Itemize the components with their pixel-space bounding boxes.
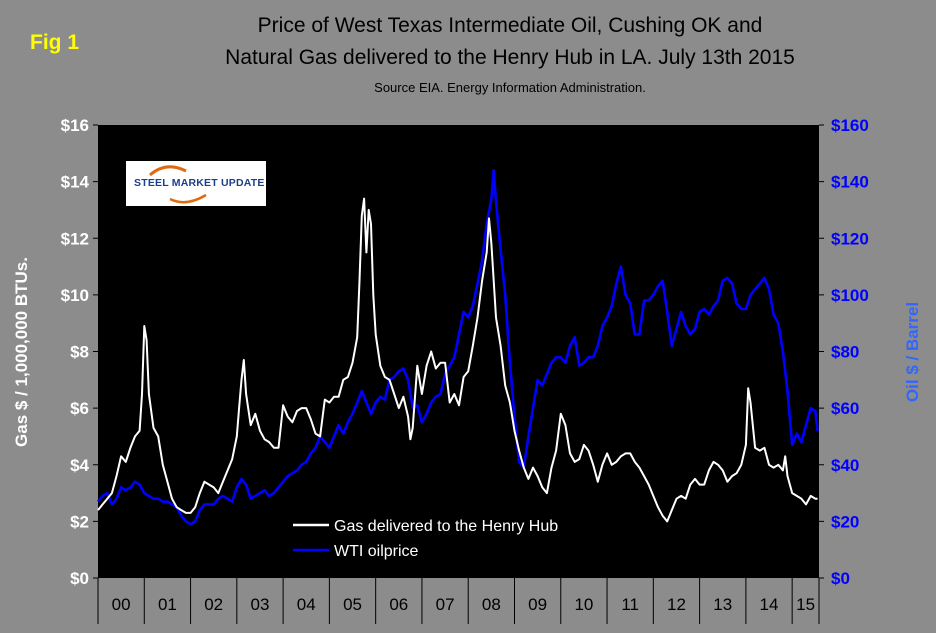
right-axis-ticks: $0 $20 $40 $60 $80 $100 $120 $140 $160 xyxy=(819,116,869,588)
right-tick-label: $0 xyxy=(831,569,850,588)
x-axis-categories: 00 01 02 03 04 05 06 07 08 09 10 11 12 13 14 15 xyxy=(97,578,820,624)
x-category-label: 05 xyxy=(343,595,362,614)
left-tick-label: $0 xyxy=(70,569,89,588)
left-tick-label: $16 xyxy=(61,116,89,135)
legend-gas-label: Gas delivered to the Henry Hub xyxy=(334,518,558,535)
left-axis-title: Gas $ / 1,000,000 BTUs. xyxy=(12,257,31,447)
left-axis-ticks: $0 $2 $4 $6 $8 $10 $12 $14 $16 xyxy=(61,116,98,588)
left-tick-label: $8 xyxy=(70,343,89,362)
x-category-label: 01 xyxy=(158,595,177,614)
x-category-label: 13 xyxy=(713,595,732,614)
x-category-label: 06 xyxy=(389,595,408,614)
x-category-label: 15 xyxy=(796,595,815,614)
figure-label: Fig 1 xyxy=(30,31,80,54)
right-tick-label: $80 xyxy=(831,343,859,362)
right-axis-title: Oil $ / Barrel xyxy=(903,302,922,402)
x-category-label: 04 xyxy=(297,595,316,614)
wti-oil-price-line xyxy=(96,169,819,526)
left-tick-label: $6 xyxy=(70,399,89,418)
legend-oil-label: WTI oilprice xyxy=(334,543,419,560)
chart-source: Source EIA. Energy Information Administr… xyxy=(374,80,646,95)
x-category-label: 03 xyxy=(251,595,270,614)
right-tick-label: $20 xyxy=(831,512,859,531)
x-category-label: 12 xyxy=(667,595,686,614)
chart-title-line-1: Price of West Texas Intermediate Oil, Cu… xyxy=(257,14,763,37)
chart-title-line-2: Natural Gas delivered to the Henry Hub i… xyxy=(225,46,795,69)
left-tick-label: $4 xyxy=(70,456,89,475)
left-tick-label: $14 xyxy=(61,173,90,192)
right-tick-label: $100 xyxy=(831,286,869,305)
x-category-label: 10 xyxy=(574,595,593,614)
x-category-label: 00 xyxy=(112,595,131,614)
x-category-label: 08 xyxy=(482,595,501,614)
x-category-label: 07 xyxy=(436,595,455,614)
x-category-label: 11 xyxy=(621,595,639,614)
x-category-label: 14 xyxy=(760,595,779,614)
logo-swoosh-icon xyxy=(149,165,207,204)
gas-price-line xyxy=(97,197,818,523)
steel-market-update-logo: STEEL MARKET UPDATE xyxy=(126,161,266,206)
x-category-label: 02 xyxy=(204,595,223,614)
left-tick-label: $2 xyxy=(70,512,89,531)
oil-line xyxy=(96,169,819,526)
gas-line xyxy=(97,197,818,523)
legend: Gas delivered to the Henry Hub WTI oilpr… xyxy=(293,518,558,560)
right-tick-label: $60 xyxy=(831,399,859,418)
right-tick-label: $120 xyxy=(831,229,869,248)
right-tick-label: $140 xyxy=(831,173,869,192)
left-tick-label: $12 xyxy=(61,229,89,248)
left-tick-label: $10 xyxy=(61,286,89,305)
right-tick-label: $40 xyxy=(831,456,859,475)
logo-text: STEEL MARKET UPDATE xyxy=(134,177,265,189)
x-category-label: 09 xyxy=(528,595,547,614)
right-tick-label: $160 xyxy=(831,116,869,135)
